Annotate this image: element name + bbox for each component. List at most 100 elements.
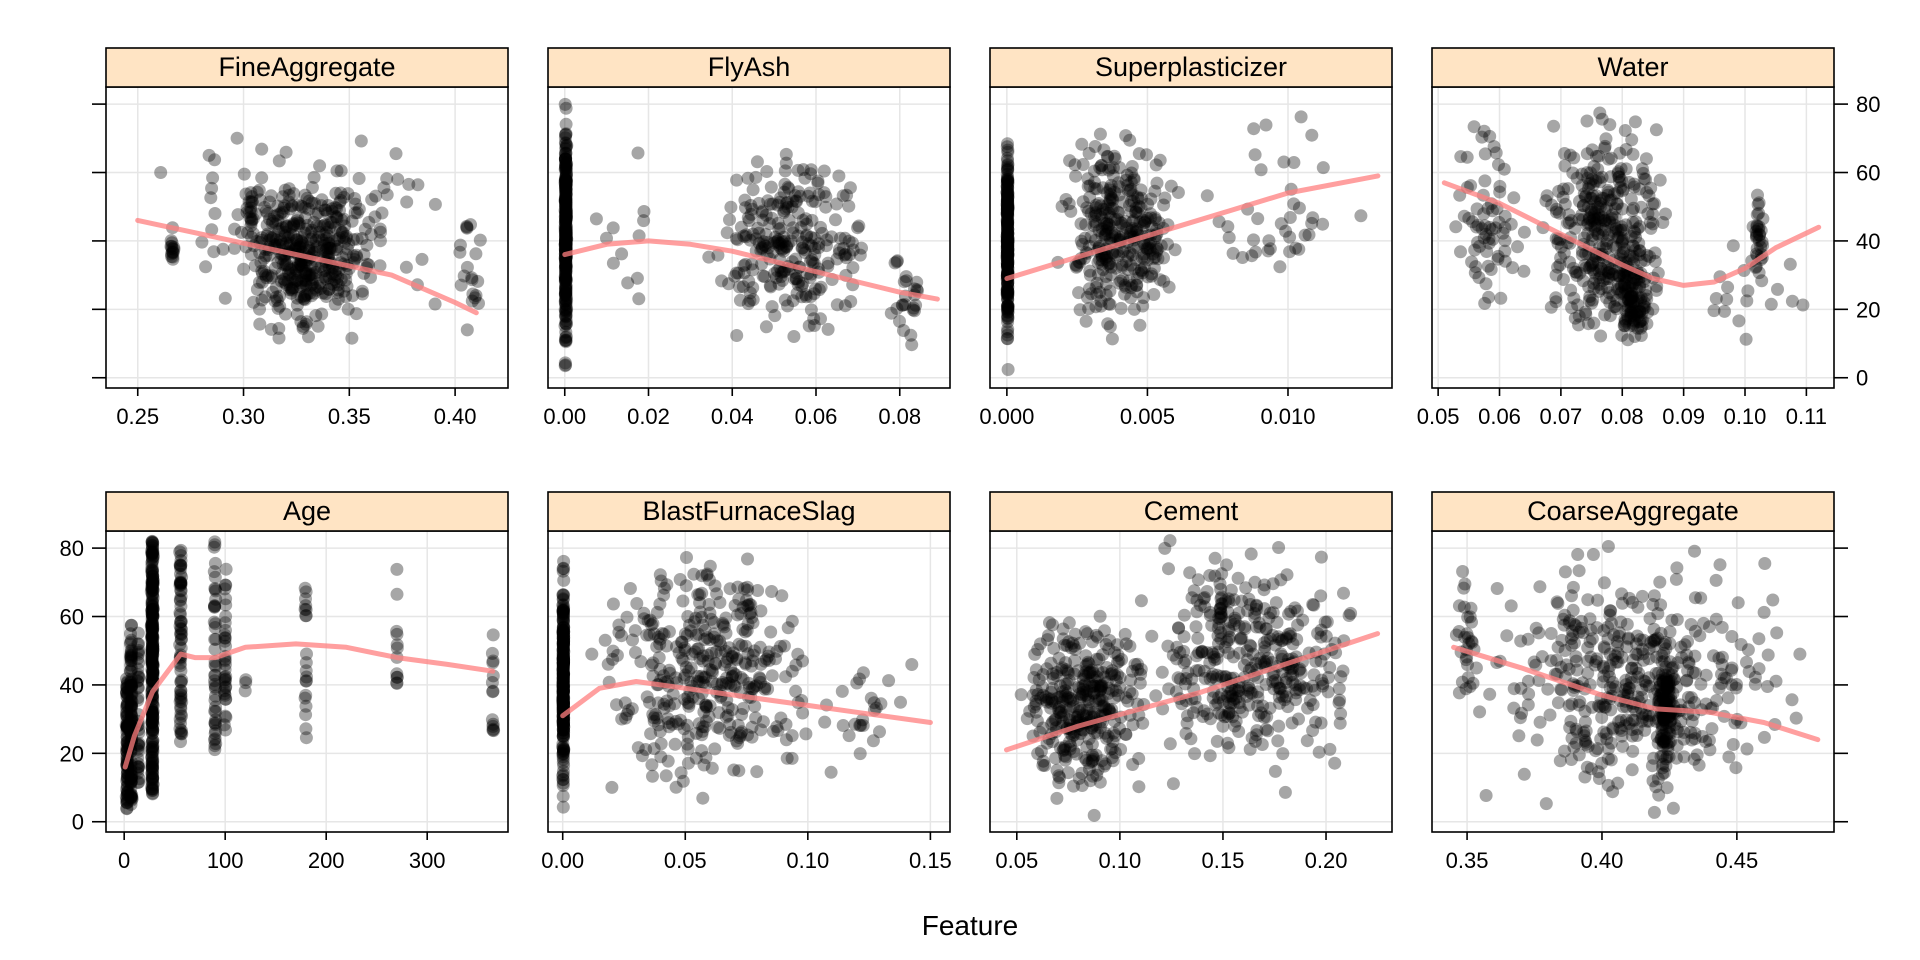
data-point: [1688, 649, 1702, 663]
data-point: [124, 650, 138, 664]
data-point: [786, 226, 800, 240]
data-point: [556, 647, 570, 661]
data-point: [145, 544, 158, 558]
data-point: [1276, 689, 1289, 703]
data-point: [764, 280, 778, 294]
data-point: [1191, 631, 1205, 645]
data-point: [743, 286, 757, 300]
data-point: [1563, 255, 1576, 269]
data-point: [559, 212, 573, 226]
data-point: [560, 173, 573, 187]
data-point: [174, 633, 188, 647]
data-point: [125, 709, 139, 723]
data-point: [1247, 233, 1260, 247]
data-point: [349, 197, 362, 211]
data-point: [1307, 598, 1321, 612]
data-point: [124, 698, 138, 712]
data-point: [209, 705, 223, 718]
data-point: [1259, 622, 1273, 636]
data-point: [465, 273, 479, 287]
data-point: [1597, 192, 1611, 205]
data-point: [557, 691, 571, 705]
data-point: [1627, 177, 1641, 191]
data-point: [1579, 189, 1593, 203]
data-point: [559, 212, 573, 226]
data-point: [1080, 740, 1094, 754]
data-point: [1101, 686, 1115, 700]
data-point: [1085, 755, 1099, 768]
data-point: [711, 248, 725, 262]
data-point: [174, 691, 188, 705]
data-point: [796, 654, 809, 668]
data-point: [145, 567, 159, 581]
data-point: [839, 251, 853, 265]
data-point: [145, 760, 159, 774]
data-point: [1600, 201, 1614, 215]
data-point: [174, 622, 188, 636]
data-point: [120, 698, 134, 712]
data-point: [774, 639, 787, 653]
data-point: [1222, 231, 1236, 245]
data-point: [1104, 742, 1118, 756]
data-point: [1634, 255, 1648, 268]
data-point: [120, 787, 134, 801]
data-point: [1001, 217, 1014, 231]
data-point: [1616, 245, 1630, 259]
data-point: [1059, 663, 1073, 677]
data-point: [1100, 217, 1114, 231]
data-point: [755, 205, 769, 219]
data-point: [758, 680, 772, 694]
data-point: [1239, 581, 1253, 595]
data-point: [1126, 221, 1140, 235]
data-point: [1314, 550, 1328, 564]
data-point: [1688, 624, 1702, 638]
data-point: [146, 575, 160, 589]
data-point: [238, 684, 252, 698]
data-point: [1209, 698, 1223, 712]
data-point: [291, 255, 305, 269]
data-point: [1001, 292, 1015, 306]
data-point: [1568, 311, 1582, 325]
data-point: [1080, 684, 1094, 698]
data-point: [1171, 671, 1185, 685]
data-point: [173, 593, 187, 607]
data-point: [218, 291, 232, 305]
data-point: [762, 653, 776, 667]
data-point: [278, 275, 292, 289]
data-point: [558, 152, 572, 166]
data-point: [688, 615, 701, 629]
data-point: [708, 579, 722, 593]
data-point: [324, 215, 338, 229]
data-point: [358, 222, 372, 236]
data-point: [1001, 247, 1015, 261]
data-point: [1754, 240, 1768, 254]
data-point: [318, 264, 332, 277]
data-point: [1106, 193, 1120, 207]
data-point: [559, 237, 573, 251]
data-point: [1214, 582, 1228, 596]
data-point: [759, 228, 773, 241]
data-point: [1127, 194, 1141, 208]
data-point: [619, 711, 633, 725]
data-point: [1001, 247, 1015, 261]
strip-background: [989, 47, 1393, 88]
data-point: [853, 718, 867, 732]
data-point: [1257, 710, 1271, 724]
data-point: [208, 600, 221, 614]
data-point: [796, 241, 810, 255]
data-point: [1001, 237, 1014, 251]
data-point: [1087, 219, 1101, 233]
data-point: [1060, 639, 1074, 653]
data-point: [1560, 658, 1573, 672]
data-point: [145, 631, 159, 645]
data-point: [1618, 277, 1632, 291]
data-point: [1266, 675, 1280, 689]
data-point: [131, 760, 145, 774]
data-point: [1060, 692, 1074, 706]
data-point: [1647, 805, 1661, 819]
panel-background: [548, 531, 950, 832]
data-point: [1000, 190, 1014, 204]
data-point: [307, 215, 321, 229]
data-point: [629, 646, 642, 659]
data-point: [145, 648, 159, 662]
